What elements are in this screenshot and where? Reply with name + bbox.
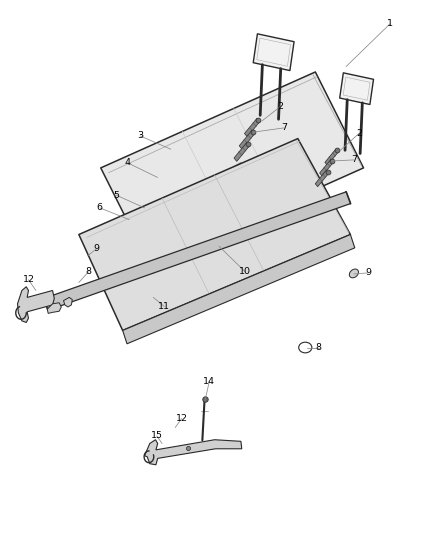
Text: 9: 9 — [93, 245, 99, 253]
Polygon shape — [244, 118, 260, 137]
Text: 3: 3 — [137, 132, 143, 140]
Polygon shape — [18, 287, 54, 322]
Text: 5: 5 — [113, 191, 119, 199]
Polygon shape — [64, 297, 72, 307]
Polygon shape — [47, 303, 61, 313]
Text: 6: 6 — [97, 204, 103, 212]
Text: 7: 7 — [351, 156, 357, 164]
Text: 9: 9 — [365, 269, 371, 277]
Text: 7: 7 — [281, 124, 287, 132]
Text: 2: 2 — [277, 102, 283, 111]
Polygon shape — [101, 72, 364, 264]
Text: 12: 12 — [176, 414, 188, 423]
Ellipse shape — [299, 342, 312, 353]
Text: 14: 14 — [203, 377, 215, 385]
Text: 2: 2 — [356, 129, 362, 138]
Polygon shape — [315, 170, 329, 187]
Polygon shape — [325, 149, 339, 165]
Polygon shape — [239, 131, 254, 149]
Polygon shape — [253, 34, 294, 70]
Text: 11: 11 — [158, 302, 170, 311]
Text: 10: 10 — [239, 268, 251, 276]
Ellipse shape — [350, 269, 358, 278]
Polygon shape — [123, 235, 355, 344]
Text: 4: 4 — [124, 158, 130, 167]
Polygon shape — [44, 192, 350, 310]
Polygon shape — [320, 159, 333, 176]
Text: 8: 8 — [316, 343, 322, 352]
Text: 12: 12 — [22, 276, 35, 284]
Text: 15: 15 — [151, 432, 163, 440]
Polygon shape — [340, 73, 374, 104]
Polygon shape — [79, 139, 350, 330]
Text: 1: 1 — [387, 20, 393, 28]
Text: 8: 8 — [85, 268, 92, 276]
Polygon shape — [234, 143, 249, 161]
Polygon shape — [145, 440, 242, 465]
